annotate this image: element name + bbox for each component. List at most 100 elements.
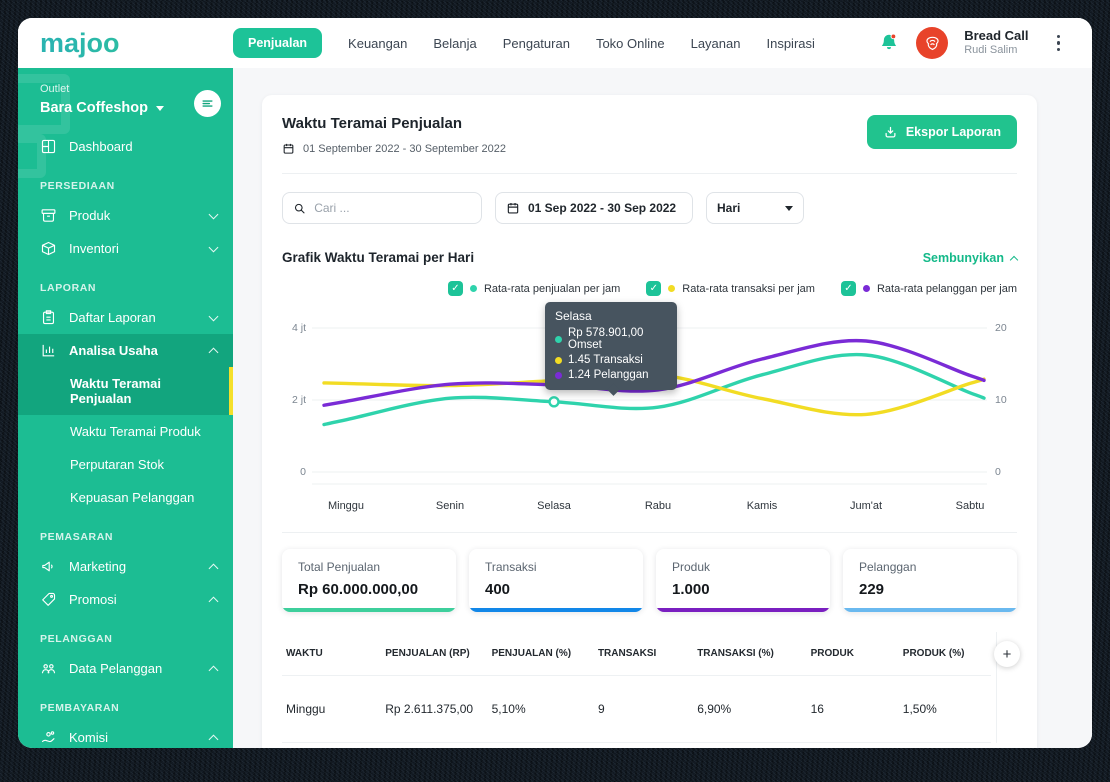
x-axis-label: Senin — [435, 500, 465, 512]
summary-cards: Total Penjualan Rp 60.000.000,00 Transak… — [282, 549, 1017, 612]
sidebar-section-persediaan: PERSEDIAAN — [40, 180, 115, 192]
page-title: Waktu Teramai Penjualan — [282, 115, 463, 132]
hide-chart-label: Sembunyikan — [922, 250, 1004, 265]
nav-tab-inspirasi[interactable]: Inspirasi — [766, 35, 815, 51]
sidebar-item-dashboard[interactable]: Dashboard — [18, 130, 233, 163]
chart-legend: ✓ Rata-rata penjualan per jam ✓ Rata-rat… — [282, 281, 1017, 296]
hand-coin-icon — [41, 731, 55, 743]
sidebar-subitem-kepuasan-pelanggan[interactable]: Kepuasan Pelanggan — [18, 481, 233, 514]
stat-card[interactable]: Pelanggan 229 — [843, 549, 1017, 612]
period-select[interactable]: Hari — [706, 192, 804, 224]
nav-tab-penjualan[interactable]: Penjualan — [233, 28, 323, 58]
chevron-up-icon — [208, 563, 219, 574]
outlet-select[interactable]: Bara Coffeshop — [40, 100, 219, 116]
tooltip-title: Selasa — [555, 309, 592, 323]
tooltip-row: 1.24 Pelanggan — [555, 369, 667, 381]
sidebar-item-daftar-laporan[interactable]: Daftar Laporan — [18, 301, 233, 334]
bar-chart-icon — [42, 344, 55, 357]
legend-item-transaksi[interactable]: ✓ Rata-rata transaksi per jam — [646, 281, 815, 296]
profile-avatar[interactable] — [916, 27, 949, 59]
chart-section-header: Grafik Waktu Teramai per Hari Sembunyika… — [282, 250, 1019, 265]
date-range-text: 01 September 2022 - 30 September 2022 — [303, 142, 507, 155]
legend-label: Rata-rata transaksi per jam — [682, 282, 815, 295]
table-header[interactable]: PENJUALAN (%) — [487, 632, 594, 676]
stat-accent-bar — [843, 608, 1017, 612]
outlet-name: Bara Coffeshop — [40, 100, 148, 116]
cube-icon — [41, 241, 56, 256]
stat-value: 400 — [485, 581, 511, 598]
table-row[interactable]: Minggu Rp 2.611.375,00 5,10% 9 6,90% 16 … — [282, 675, 991, 743]
date-filter[interactable]: 01 Sep 2022 - 30 Sep 2022 — [495, 192, 693, 224]
table-cell: Rp 2.611.375,00 — [381, 675, 488, 743]
app-window: majoo Penjualan Keuangan Belanja Pengatu… — [18, 18, 1092, 748]
download-icon — [885, 126, 896, 137]
tooltip-dot — [555, 335, 562, 343]
stat-card[interactable]: Total Penjualan Rp 60.000.000,00 — [282, 549, 456, 612]
outlet-switcher: Outlet Bara Coffeshop — [18, 68, 233, 120]
nav-tab-toko-online[interactable]: Toko Online — [595, 35, 665, 51]
table-header[interactable]: TRANSAKSI — [593, 632, 694, 676]
table-header[interactable]: TRANSAKSI (%) — [693, 632, 807, 676]
sidebar-item-analisa-usaha[interactable]: Analisa Usaha — [18, 334, 233, 367]
search-input[interactable] — [314, 201, 471, 215]
sidebar-subitem-label: Waktu Teramai Produk — [70, 424, 201, 439]
sidebar-item-promosi[interactable]: Promosi — [18, 583, 233, 616]
filter-bar: 01 Sep 2022 - 30 Sep 2022 Hari — [282, 192, 1017, 224]
notification-bell-icon[interactable] — [878, 32, 900, 54]
stat-card[interactable]: Transaksi 400 — [469, 549, 643, 612]
sidebar-collapse-button[interactable] — [194, 90, 221, 117]
sidebar-item-marketing[interactable]: Marketing — [18, 550, 233, 583]
axis-tick: 4 jt — [291, 322, 306, 334]
sidebar-item-label: Dashboard — [69, 139, 133, 154]
sidebar-item-label: Daftar Laporan — [69, 310, 156, 325]
checkbox-checked-icon[interactable]: ✓ — [840, 281, 856, 296]
sidebar-section-pembayaran: PEMBAYARAN — [40, 702, 120, 714]
search-box[interactable] — [282, 192, 482, 224]
profile-info[interactable]: Bread Call Rudi Salim — [964, 28, 1028, 58]
stat-card[interactable]: Produk 1.000 — [656, 549, 830, 612]
tooltip-row: 1.45 Transaksi — [555, 354, 667, 366]
table-header[interactable]: PRODUK — [806, 632, 899, 676]
nav-tab-belanja[interactable]: Belanja — [433, 35, 477, 51]
legend-item-pelanggan[interactable]: ✓ Rata-rata pelanggan per jam — [840, 281, 1017, 296]
sidebar-item-label: Komisi — [69, 730, 109, 745]
stat-value: Rp 60.000.000,00 — [298, 581, 419, 598]
sidebar-subitem-waktu-teramai-produk[interactable]: Waktu Teramai Produk — [18, 415, 233, 448]
checkbox-checked-icon[interactable]: ✓ — [447, 281, 463, 296]
hide-chart-toggle[interactable]: Sembunyikan — [922, 250, 1019, 265]
export-report-button[interactable]: Ekspor Laporan — [866, 115, 1017, 149]
period-select-value: Hari — [717, 201, 741, 215]
legend-item-penjualan[interactable]: ✓ Rata-rata penjualan per jam — [447, 281, 620, 296]
table-header-row: WAKTU PENJUALAN (RP) PENJUALAN (%) TRANS… — [282, 632, 991, 676]
sidebar-subitem-waktu-teramai-penjualan[interactable]: Waktu Teramai Penjualan — [18, 367, 233, 415]
sidebar-subitem-perputaran-stok[interactable]: Perputaran Stok — [18, 448, 233, 481]
nav-tab-pengaturan[interactable]: Pengaturan — [502, 35, 570, 51]
table-header[interactable]: WAKTU — [282, 632, 382, 676]
chevron-up-icon — [208, 734, 219, 745]
table-cell: 16 — [806, 675, 899, 743]
nav-tab-layanan[interactable]: Layanan — [690, 35, 741, 51]
profile-subtitle: Rudi Salim — [964, 44, 1018, 57]
tooltip-dot — [555, 356, 562, 364]
checkbox-checked-icon[interactable]: ✓ — [646, 281, 662, 296]
chevron-down-icon — [208, 242, 219, 252]
sidebar-item-inventori[interactable]: Inventori — [18, 232, 233, 265]
add-column-button[interactable]: + — [994, 641, 1020, 667]
sidebar-item-produk[interactable]: Produk — [18, 199, 233, 232]
legend-label: Rata-rata pelanggan per jam — [876, 282, 1017, 295]
date-filter-value: 01 Sep 2022 - 30 Sep 2022 — [528, 201, 677, 215]
stat-accent-bar — [282, 608, 456, 612]
x-axis-label: Sabtu — [955, 500, 985, 512]
table-header[interactable]: PENJUALAN (RP) — [381, 632, 488, 676]
table-header[interactable]: PRODUK (%) — [898, 632, 991, 676]
stat-label: Pelanggan — [859, 560, 917, 574]
kebab-menu-icon[interactable] — [1051, 31, 1067, 56]
tooltip-text: 1.24 Pelanggan — [568, 369, 649, 381]
chevron-up-icon — [208, 347, 219, 358]
x-axis-label: Minggu — [327, 500, 365, 512]
sidebar-item-data-pelanggan[interactable]: Data Pelanggan — [18, 652, 233, 685]
sidebar-item-komisi[interactable]: Komisi — [18, 721, 233, 748]
sidebar: Outlet Bara Coffeshop Dashboard PERSEDIA… — [18, 68, 233, 748]
chart-plot-area: Selasa Rp 578.901,00 Omset 1.45 Transaks… — [312, 302, 987, 488]
nav-tab-keuangan[interactable]: Keuangan — [348, 35, 408, 51]
